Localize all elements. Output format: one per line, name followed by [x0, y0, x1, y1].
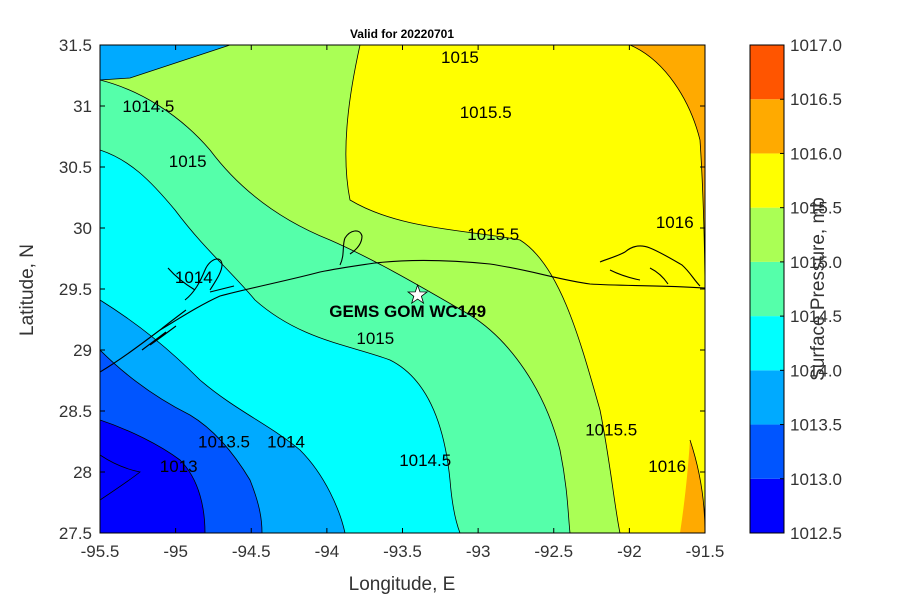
y-tick-label: 29 — [73, 341, 92, 360]
colorbar-frame — [749, 44, 785, 534]
map-title: Valid for 20220701 — [350, 27, 454, 41]
band-1015-5 — [345, 45, 705, 533]
colorbar-tick-label: 1015.0 — [790, 253, 842, 272]
y-tick-label: 31 — [73, 97, 92, 116]
y-tick-label: 30 — [73, 219, 92, 238]
x-tick-label: -94.5 — [232, 542, 271, 561]
station-label: GEMS GOM WC149 — [329, 302, 486, 321]
contour-labels: 1015 1014.5 1015.5 1015 1015.5 1016 1014 1015 10… — [122, 48, 693, 476]
colorbar-tick-label: 1012.5 — [790, 524, 842, 543]
colorbar-tick-label: 1016.5 — [790, 90, 842, 109]
colorbar-segment — [750, 207, 784, 262]
contour-fill — [100, 45, 705, 533]
contour-label: 1016 — [648, 457, 686, 476]
contour-label: 1014.5 — [122, 97, 174, 116]
coastline-galveston — [159, 258, 235, 331]
contour-lines — [100, 45, 705, 533]
colorbar-tick-label: 1013.5 — [790, 416, 842, 435]
x-tick-label: -92.5 — [534, 542, 573, 561]
contour-line-1016 — [629, 45, 705, 533]
colorbar-tick-label: 1016.0 — [790, 144, 842, 163]
x-tick-label: -94 — [315, 542, 340, 561]
x-tick-label: -93.5 — [383, 542, 422, 561]
station-star-icon — [406, 283, 429, 305]
colorbar-segment — [750, 45, 784, 100]
colorbar-tick-label: 1015.5 — [790, 199, 842, 218]
y-tick-label: 30.5 — [59, 158, 92, 177]
contour-label: 1013 — [160, 457, 198, 476]
contour-label: 1016 — [656, 213, 694, 232]
colorbar-segment — [750, 316, 784, 371]
colorbar-segment — [750, 424, 784, 479]
colorbar-tick-label: 1014.5 — [790, 307, 842, 326]
contour-label: 1014.5 — [399, 451, 451, 470]
band-1014-5-top — [100, 45, 230, 80]
contour-label: 1013.5 — [198, 433, 250, 452]
x-tick-label: -93 — [466, 542, 491, 561]
colorbar-segment — [750, 153, 784, 208]
coastline-bolivar — [141, 325, 177, 351]
contour-label: 1015.5 — [467, 225, 519, 244]
y-tick-label: 29.5 — [59, 280, 92, 299]
band-1013-0 — [100, 420, 205, 533]
coastline-sabine — [339, 230, 363, 266]
colorbar-tick-label: 1013.0 — [790, 470, 842, 489]
contour-line-1014-5-top — [100, 45, 231, 81]
y-axis-label: Latitude, N — [17, 244, 38, 336]
contour-label: 1014 — [175, 268, 213, 287]
contour-line-1013 — [100, 419, 206, 533]
x-tick-label: -95 — [163, 542, 188, 561]
contour-label: 1015.5 — [585, 420, 637, 439]
colorbar-segment — [750, 99, 784, 154]
contour-line-1015 — [100, 79, 571, 533]
band-1016-corner — [680, 440, 705, 533]
coastline — [100, 230, 705, 373]
contour-line-1013-5 — [100, 349, 263, 533]
y-tick-label: 27.5 — [59, 524, 92, 543]
x-axis: -95.5 -95 -94.5 -94 -93.5 -93 -92.5 -92 -91.5 — [81, 45, 725, 561]
contour-label: 1015 — [169, 152, 207, 171]
contour-line-1014 — [100, 299, 346, 533]
x-tick-label: -92 — [617, 542, 642, 561]
contour-label: 1015 — [441, 48, 479, 67]
colorbar-tick-label: 1017.0 — [790, 36, 842, 55]
x-tick-label: -95.5 — [81, 542, 120, 561]
y-tick-label: 28.5 — [59, 402, 92, 421]
y-tick-label: 31.5 — [59, 36, 92, 55]
contour-line-1014-5 — [100, 149, 461, 533]
contour-label: 1014 — [267, 433, 305, 452]
station-marker: GEMS GOM WC149 — [329, 283, 486, 321]
y-axis: 27.5 28 28.5 29 29.5 30 30.5 31 31.5 — [59, 36, 705, 543]
band-1016-5 — [630, 45, 705, 533]
colorbar-label: Surface Pressure, mb — [808, 197, 829, 381]
contour-line-1015-5 — [345, 45, 621, 533]
contour-label: 1015 — [356, 329, 394, 348]
coastline-main — [100, 259, 705, 373]
colorbar-tick-label: 1014.0 — [790, 361, 842, 380]
colorbar-segment — [750, 478, 784, 533]
x-axis-label: Longitude, E — [349, 574, 456, 595]
coastline-calcasieu — [599, 245, 701, 287]
contour-label: 1015.5 — [460, 103, 512, 122]
y-tick-label: 28 — [73, 463, 92, 482]
colorbar-segment — [750, 261, 784, 317]
colorbar: 1017.0 1016.5 1016.0 1015.5 1015.0 1014.5 1014… — [749, 36, 842, 543]
colorbar-segment — [750, 370, 784, 425]
contour-line-1013-inner — [100, 454, 141, 501]
x-tick-label: -91.5 — [686, 542, 725, 561]
